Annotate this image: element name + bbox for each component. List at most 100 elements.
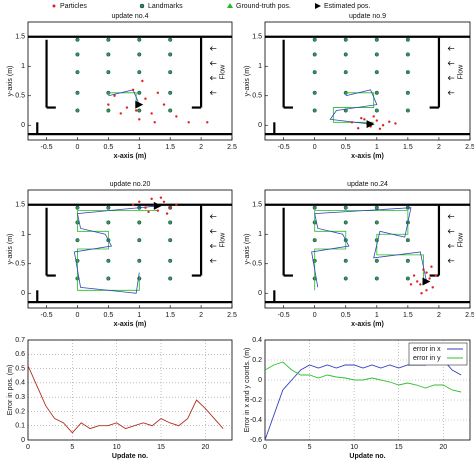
landmark bbox=[374, 52, 379, 57]
y-tick-label: 1 bbox=[21, 231, 25, 238]
estimated-position bbox=[366, 120, 375, 129]
y-tick-label: 0.3 bbox=[15, 394, 25, 401]
y-tick-label: 0.6 bbox=[15, 351, 25, 358]
legend-label: Ground-truth pos. bbox=[236, 3, 291, 10]
flow-arrow bbox=[447, 229, 455, 234]
particle bbox=[125, 106, 129, 109]
landmark bbox=[137, 90, 142, 95]
particle bbox=[138, 200, 141, 203]
landmark bbox=[168, 276, 173, 281]
y-tick-label: 0 bbox=[21, 122, 25, 129]
y-tick-label: 0.4 bbox=[15, 380, 25, 387]
flow-label: Flow bbox=[458, 232, 465, 248]
landmark bbox=[405, 108, 410, 113]
x-tick-label: 0 bbox=[313, 312, 317, 319]
y-axis-label: Error in x and y coords. (m) bbox=[244, 348, 251, 433]
landmark bbox=[405, 276, 410, 281]
y-tick-label: 0.1 bbox=[15, 423, 25, 430]
landmark bbox=[374, 276, 379, 281]
landmark bbox=[168, 238, 173, 243]
particle bbox=[420, 292, 423, 295]
particle bbox=[378, 127, 382, 130]
estimated-path bbox=[73, 205, 158, 294]
particle bbox=[360, 116, 363, 120]
y-tick-label: 0 bbox=[21, 437, 25, 444]
landmark bbox=[343, 52, 348, 57]
x-tick-label: 1.5 bbox=[165, 144, 175, 151]
particle bbox=[165, 212, 169, 215]
x-tick-label: 15 bbox=[157, 444, 165, 451]
landmark bbox=[168, 220, 173, 225]
particle bbox=[119, 112, 122, 115]
landmark bbox=[405, 52, 410, 57]
particle bbox=[425, 271, 428, 274]
x-axis-label: x-axis (m) bbox=[351, 153, 384, 160]
y-tick-label: 0.5 bbox=[15, 261, 25, 268]
particle bbox=[434, 274, 438, 277]
panel-title: update no.24 bbox=[347, 181, 388, 188]
y-tick-label: 0 bbox=[21, 290, 25, 297]
legend-label: Estimated pos. bbox=[324, 3, 370, 10]
x-tick-label: 2 bbox=[437, 312, 441, 319]
flow-arrow bbox=[209, 258, 217, 264]
x-tick-label: 0 bbox=[263, 444, 267, 451]
flow-label: Flow bbox=[458, 64, 465, 80]
x-tick-label: 0 bbox=[76, 144, 80, 151]
particle bbox=[419, 283, 422, 286]
landmark bbox=[312, 90, 317, 95]
x-axis-label: Update no. bbox=[112, 453, 148, 460]
landmark bbox=[75, 238, 80, 243]
x-tick-label: 2.5 bbox=[227, 144, 237, 151]
legend-label: error in x bbox=[413, 346, 441, 353]
flow-arrow bbox=[447, 243, 455, 249]
landmark bbox=[343, 70, 348, 75]
y-tick-label: 1.5 bbox=[252, 34, 262, 41]
x-tick-label: 1.5 bbox=[403, 312, 413, 319]
estimated-path bbox=[329, 89, 378, 125]
plot-frame bbox=[27, 339, 233, 441]
particle bbox=[131, 203, 135, 206]
x-axis-label: x-axis (m) bbox=[351, 321, 384, 328]
plot-frame bbox=[27, 189, 233, 309]
landmark bbox=[168, 37, 173, 42]
x-tick-label: 15 bbox=[395, 444, 403, 451]
x-tick-label: 1.5 bbox=[403, 144, 413, 151]
x-tick-label: -0.5 bbox=[278, 144, 290, 151]
landmark bbox=[343, 37, 348, 42]
y-tick-label: 1 bbox=[21, 63, 25, 70]
y-tick-label: 1 bbox=[258, 63, 262, 70]
flow-arrow bbox=[447, 61, 455, 66]
x-tick-label: 1 bbox=[375, 144, 379, 151]
x-axis-label: x-axis (m) bbox=[114, 321, 147, 328]
y-tick-label: -0.4 bbox=[250, 417, 262, 424]
landmark bbox=[168, 70, 173, 75]
landmark bbox=[106, 276, 111, 281]
landmark bbox=[405, 37, 410, 42]
landmark bbox=[75, 108, 80, 113]
estimated-position bbox=[153, 201, 162, 210]
x-tick-label: 2.5 bbox=[465, 144, 474, 151]
particle bbox=[162, 200, 166, 203]
y-tick-label: 0.5 bbox=[252, 261, 262, 268]
y-tick-label: 1.5 bbox=[15, 34, 25, 41]
ground-truth-path bbox=[108, 92, 137, 105]
flow-arrow bbox=[209, 243, 217, 249]
landmark bbox=[106, 37, 111, 42]
y-tick-label: -0.6 bbox=[250, 437, 262, 444]
landmark bbox=[405, 258, 410, 263]
landmark bbox=[168, 52, 173, 57]
y-tick-label: 0.4 bbox=[252, 337, 262, 344]
flow-label: Flow bbox=[220, 64, 227, 80]
landmark bbox=[312, 108, 317, 113]
legend-swatch bbox=[139, 3, 145, 9]
particle bbox=[206, 121, 209, 124]
landmark bbox=[168, 108, 173, 113]
particle bbox=[422, 268, 425, 271]
x-tick-label: 0.5 bbox=[341, 312, 351, 319]
particle bbox=[162, 103, 166, 106]
landmark bbox=[106, 220, 111, 225]
y-tick-label: 0.2 bbox=[252, 357, 262, 364]
flow-arrow bbox=[447, 75, 455, 81]
landmark bbox=[405, 70, 410, 75]
